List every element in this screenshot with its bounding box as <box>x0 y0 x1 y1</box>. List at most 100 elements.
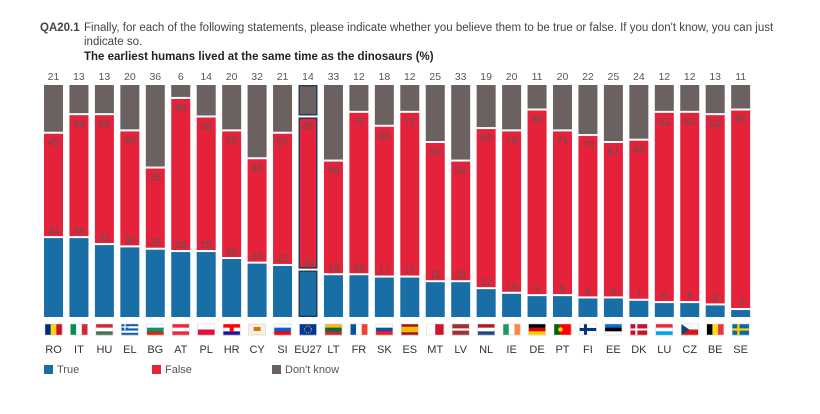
label-false-se: 86 <box>735 114 747 126</box>
bar-true-be <box>705 305 725 317</box>
label-dontknow-fi: 22 <box>582 71 594 83</box>
label-dontknow-dk: 24 <box>633 71 645 83</box>
legend-swatch-dontknow <box>272 365 281 374</box>
flag-icon-si <box>273 323 292 336</box>
label-false-es: 71 <box>404 116 416 128</box>
bar-false-cy <box>247 159 267 262</box>
bar-dontknow-fi <box>578 85 598 135</box>
flag-icon-lt <box>324 323 343 336</box>
label-true-fr: 18 <box>353 262 365 274</box>
category-label-hu: HU <box>96 344 112 356</box>
label-true-at: 28 <box>175 239 187 251</box>
label-dontknow-be: 13 <box>709 71 721 83</box>
bar-dontknow-lv <box>451 85 471 160</box>
category-label-lu: LU <box>657 344 671 356</box>
bar-true-de <box>527 296 547 317</box>
label-false-dk: 69 <box>633 144 645 156</box>
bar-true-el <box>120 247 140 317</box>
category-label-dk: DK <box>631 344 647 356</box>
label-true-ro: 34 <box>48 225 60 237</box>
category-label-de: DE <box>529 344 544 356</box>
bar-false-pl <box>196 117 216 251</box>
category-label-lv: LV <box>454 344 467 356</box>
legend-label-false: False <box>165 364 192 376</box>
label-dontknow-mt: 25 <box>429 71 441 83</box>
bar-false-mt <box>425 143 445 281</box>
category-label-fi: FI <box>583 344 593 356</box>
label-false-nl: 69 <box>480 132 492 144</box>
bar-dontknow-lt <box>323 85 343 160</box>
legend-label-dontknow: Don't know <box>285 364 340 376</box>
label-dontknow-lv: 33 <box>455 71 467 83</box>
label-false-lt: 49 <box>328 165 340 177</box>
flag-icon-eu27 <box>299 323 317 336</box>
bar-dontknow-hu <box>94 85 114 114</box>
flag-icon-bg <box>146 323 165 336</box>
label-false-fr: 70 <box>353 116 365 128</box>
label-true-it: 34 <box>73 225 85 237</box>
bar-dontknow-se <box>731 85 751 109</box>
legend-label-true: True <box>57 364 80 376</box>
bar-false-si <box>273 133 293 264</box>
label-dontknow-pl: 14 <box>200 71 212 83</box>
flag-icon-cz <box>681 323 699 336</box>
category-label-se: SE <box>733 344 748 356</box>
label-false-ie: 70 <box>506 134 518 146</box>
bar-true-eu27 <box>298 270 318 317</box>
category-label-hr: HR <box>224 344 240 356</box>
flag-icon-dk <box>630 323 648 336</box>
bar-false-fr <box>349 112 369 274</box>
bar-true-ee <box>603 298 623 317</box>
label-dontknow-pt: 20 <box>557 71 569 83</box>
label-dontknow-fr: 12 <box>353 71 365 83</box>
flag-icon-fi <box>579 323 597 336</box>
label-true-be: 5 <box>712 292 718 304</box>
bar-false-se <box>731 110 751 309</box>
bar-true-ie <box>502 293 522 317</box>
label-true-pl: 28 <box>200 239 212 251</box>
label-dontknow-sk: 18 <box>379 71 391 83</box>
bar-true-fr <box>349 275 369 317</box>
bar-true-si <box>273 265 293 317</box>
label-dontknow-hr: 20 <box>226 71 238 83</box>
label-true-nl: 12 <box>480 276 492 288</box>
bar-dontknow-hr <box>222 85 242 130</box>
bar-true-hr <box>222 259 242 317</box>
label-dontknow-lu: 12 <box>658 71 670 83</box>
label-true-cy: 23 <box>251 251 263 263</box>
label-dontknow-lt: 33 <box>328 71 340 83</box>
flag-icon-el <box>121 323 139 336</box>
bar-true-cy <box>247 263 267 317</box>
bar-true-ro <box>44 238 63 317</box>
flag-icon-fr <box>350 323 368 336</box>
flag-icon-hu <box>95 323 114 336</box>
category-label-eu27: EU27 <box>294 344 322 356</box>
flag-icon-ro <box>44 323 63 336</box>
category-label-it: IT <box>74 344 84 356</box>
label-true-fi: 8 <box>585 285 591 297</box>
label-dontknow-cy: 32 <box>251 71 263 83</box>
category-label-at: AT <box>174 344 188 356</box>
bar-false-dk <box>629 140 649 299</box>
category-label-ie: IE <box>506 344 516 356</box>
label-true-se: 3 <box>738 297 744 309</box>
flag-icon-it <box>70 323 88 336</box>
flag-icon-be <box>706 323 724 336</box>
bar-true-es <box>400 277 420 317</box>
label-true-dk: 7 <box>636 288 642 300</box>
bar-dontknow-dk <box>629 85 649 139</box>
bar-false-bg <box>145 168 165 248</box>
bar-true-lu <box>654 303 674 317</box>
flag-icon-pt <box>553 323 572 336</box>
bar-true-at <box>171 252 191 317</box>
flag-icon-lv <box>451 323 470 336</box>
label-true-es: 17 <box>404 265 416 277</box>
label-true-de: 9 <box>534 283 540 295</box>
label-dontknow-hu: 13 <box>99 71 111 83</box>
category-label-sk: SK <box>377 344 392 356</box>
bar-false-nl <box>476 129 496 288</box>
bar-dontknow-at <box>171 85 191 97</box>
bar-true-dk <box>629 300 649 317</box>
flag-icon-se <box>731 323 750 336</box>
label-true-hr: 25 <box>226 246 238 258</box>
